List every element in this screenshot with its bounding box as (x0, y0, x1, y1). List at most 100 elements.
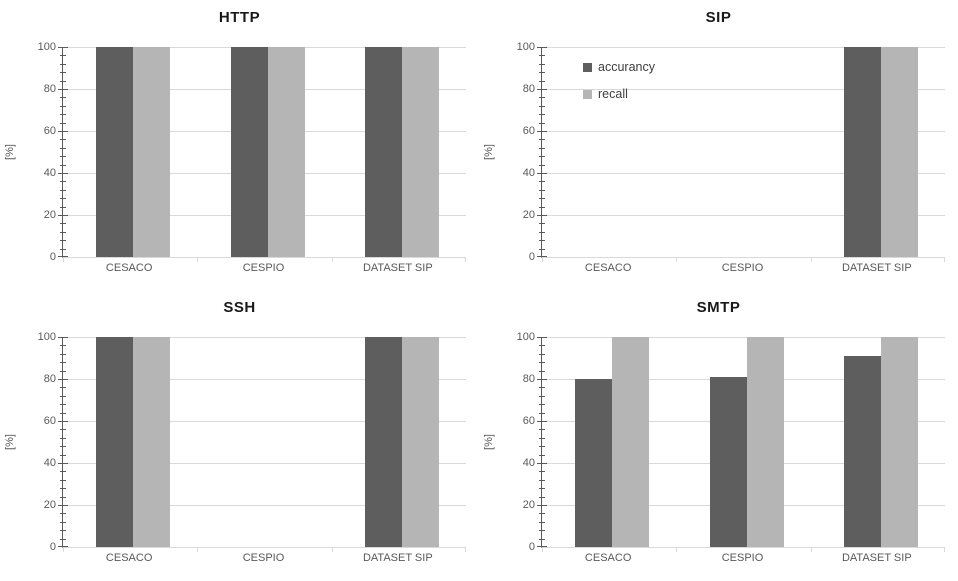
x-tick (676, 258, 677, 262)
y-tick-label: 0 (49, 541, 56, 553)
x-axis-label: DATASET SIP (362, 262, 433, 274)
x-axis-labels: CESACO CESPIO DATASET SIP (62, 552, 465, 564)
y-minor-tick (539, 97, 545, 98)
y-axis: 0 20 40 60 80 100 (479, 0, 535, 290)
y-tick-label: 100 (37, 41, 56, 53)
legend-label: accurancy (598, 60, 655, 74)
y-minor-tick (60, 513, 66, 514)
y-minor-tick (539, 139, 545, 140)
y-major-tick (58, 47, 68, 48)
legend-item-recall: recall (583, 87, 655, 101)
y-minor-tick (60, 181, 66, 182)
x-tick (542, 258, 543, 262)
chart-title: SSH (223, 299, 256, 316)
y-minor-tick (60, 446, 66, 447)
bar-accurancy-cespio (710, 377, 747, 547)
y-minor-tick (539, 429, 545, 430)
chart-panel-http: HTTP [%] 0 20 40 60 80 100 CESACO CESPIO DATA… (0, 0, 479, 290)
y-minor-tick (60, 72, 66, 73)
bar-accurancy-cespio (231, 47, 268, 257)
y-minor-tick (60, 223, 66, 224)
y-minor-tick (539, 165, 545, 166)
y-tick-label: 80 (43, 83, 56, 95)
y-major-tick (537, 546, 547, 547)
x-axis-labels: CESACO CESPIO DATASET SIP (541, 262, 944, 274)
y-tick-label: 80 (522, 373, 535, 385)
legend-swatch-recall (583, 89, 592, 99)
y-axis: 0 20 40 60 80 100 (0, 290, 56, 580)
gridline (542, 215, 945, 216)
x-tick (63, 548, 64, 552)
y-minor-tick (539, 72, 545, 73)
y-minor-tick (539, 396, 545, 397)
y-tick-label: 60 (43, 125, 56, 137)
x-tick (676, 548, 677, 552)
y-minor-tick (60, 198, 66, 199)
y-minor-tick (539, 198, 545, 199)
y-major-tick (58, 215, 68, 216)
y-minor-tick (539, 404, 545, 405)
chart-title: SMTP (696, 299, 741, 316)
x-axis-label: DATASET SIP (362, 552, 433, 564)
x-tick (542, 548, 543, 552)
plot-area (537, 47, 945, 262)
y-minor-tick (60, 232, 66, 233)
y-minor-tick (60, 429, 66, 430)
y-minor-tick (539, 148, 545, 149)
y-tick-label: 60 (43, 415, 56, 427)
y-minor-tick (60, 354, 66, 355)
x-axis-labels: CESACO CESPIO DATASET SIP (541, 552, 944, 564)
y-minor-tick (539, 81, 545, 82)
y-minor-tick (60, 165, 66, 166)
y-minor-tick (60, 139, 66, 140)
y-major-tick (537, 337, 547, 338)
y-tick-label: 40 (43, 457, 56, 469)
y-major-tick (58, 89, 68, 90)
bar-accurancy-cesaco (96, 47, 133, 257)
gridline (63, 337, 466, 338)
y-minor-tick (539, 106, 545, 107)
y-minor-tick (60, 362, 66, 363)
x-axis-label: CESACO (105, 552, 153, 564)
chart-panel-smtp: SMTP [%] 0 20 40 60 80 100 CESACO CESPIO DATA… (479, 290, 958, 581)
bar-accurancy-dataset-sip (365, 47, 402, 257)
y-minor-tick (60, 207, 66, 208)
y-minor-tick (539, 362, 545, 363)
y-minor-tick (539, 539, 545, 540)
bar-recall-dataset-sip (881, 337, 918, 547)
legend: accurancy recall (583, 60, 655, 101)
y-minor-tick (539, 488, 545, 489)
y-minor-tick (60, 455, 66, 456)
legend-swatch-accurancy (583, 62, 592, 72)
y-tick-label: 100 (516, 41, 535, 53)
chart-panel-ssh: SSH [%] 0 20 40 60 80 100 CESACO CESPIO DATAS… (0, 290, 479, 581)
legend-item-accurancy: accurancy (583, 60, 655, 74)
y-minor-tick (60, 530, 66, 531)
y-minor-tick (60, 480, 66, 481)
x-tick (944, 548, 945, 552)
y-minor-tick (539, 114, 545, 115)
x-axis-label: CESACO (584, 262, 632, 274)
y-tick-label: 20 (43, 209, 56, 221)
bar-accurancy-cesaco (575, 379, 612, 547)
x-axis-label: CESPIO (242, 552, 285, 564)
y-tick-label: 40 (522, 457, 535, 469)
x-tick (197, 548, 198, 552)
y-minor-tick (539, 513, 545, 514)
bar-recall-cesaco (133, 337, 170, 547)
y-minor-tick (60, 97, 66, 98)
y-tick-label: 20 (43, 499, 56, 511)
x-tick (944, 258, 945, 262)
x-axis-label: DATASET SIP (841, 262, 912, 274)
y-minor-tick (539, 354, 545, 355)
y-major-tick (537, 505, 547, 506)
y-minor-tick (60, 55, 66, 56)
y-major-tick (537, 89, 547, 90)
y-axis: 0 20 40 60 80 100 (479, 290, 535, 580)
y-major-tick (537, 215, 547, 216)
y-minor-tick (539, 156, 545, 157)
y-minor-tick (60, 438, 66, 439)
y-minor-tick (60, 106, 66, 107)
y-minor-tick (60, 148, 66, 149)
y-tick-label: 0 (528, 251, 535, 263)
